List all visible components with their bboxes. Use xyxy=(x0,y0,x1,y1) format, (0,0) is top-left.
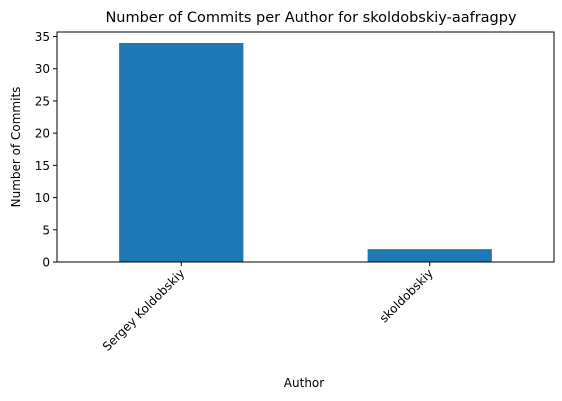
x-axis-label: Author xyxy=(284,376,324,390)
chart-title: Number of Commits per Author for skoldob… xyxy=(105,10,517,26)
x-tick-label: Sergey Koldobskiy xyxy=(100,266,188,354)
bar-0 xyxy=(119,42,244,263)
y-tick-label: 0 xyxy=(42,256,50,270)
y-tick-label: 10 xyxy=(35,191,50,205)
y-axis: 0 5 10 15 20 25 30 35 xyxy=(35,30,57,270)
y-tick-label: 20 xyxy=(35,127,50,141)
y-tick-label: 25 xyxy=(35,94,50,108)
bar-1 xyxy=(367,249,492,262)
plot-frame xyxy=(56,31,555,263)
x-tick-label: skoldobskiy xyxy=(377,266,436,325)
x-axis: Sergey Koldobskiy skoldobskiy xyxy=(100,262,436,354)
y-tick-label: 30 xyxy=(35,62,50,76)
y-tick-label: 35 xyxy=(35,30,50,44)
y-tick-label: 15 xyxy=(35,159,50,173)
y-axis-label: Number of Commits xyxy=(9,87,23,208)
bars-layer xyxy=(119,42,492,263)
y-tick-label: 5 xyxy=(42,223,50,237)
